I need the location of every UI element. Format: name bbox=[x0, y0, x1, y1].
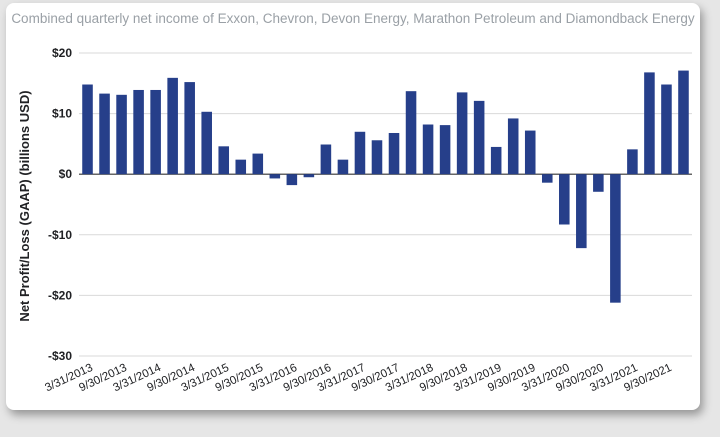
bar bbox=[559, 174, 570, 225]
bar bbox=[269, 174, 281, 179]
y-axis-label: Net Profit/Loss (GAAP) (billions USD) bbox=[17, 90, 32, 321]
bar bbox=[320, 144, 332, 175]
chart-title: Combined quarterly net income of Exxon, … bbox=[11, 11, 695, 26]
bar bbox=[201, 111, 212, 175]
bar bbox=[286, 174, 298, 186]
x-axis-ticks: 3/31/20139/30/20133/31/20149/30/20143/31… bbox=[43, 362, 673, 395]
y-tick-label: -$30 bbox=[48, 349, 72, 363]
bar bbox=[235, 159, 247, 175]
bar bbox=[524, 130, 536, 175]
bar bbox=[661, 84, 672, 175]
bar bbox=[303, 174, 315, 178]
bar bbox=[627, 149, 638, 175]
chart-card: Combined quarterly net income of Exxon, … bbox=[6, 3, 700, 410]
bar bbox=[82, 84, 93, 175]
bar bbox=[371, 140, 383, 175]
bar bbox=[99, 93, 110, 175]
bar bbox=[388, 132, 400, 175]
bar bbox=[422, 124, 434, 175]
bar bbox=[252, 153, 264, 175]
bar bbox=[184, 82, 195, 175]
y-tick-label: $0 bbox=[59, 167, 73, 181]
bar bbox=[678, 70, 689, 175]
y-tick-label: -$10 bbox=[48, 228, 72, 242]
bar bbox=[490, 146, 502, 175]
bar bbox=[150, 89, 161, 175]
bar bbox=[507, 118, 519, 175]
bars bbox=[82, 70, 689, 303]
bar bbox=[541, 174, 553, 183]
bar bbox=[473, 100, 485, 175]
bar bbox=[439, 125, 451, 175]
gridlines bbox=[79, 52, 692, 357]
bar bbox=[576, 174, 587, 249]
bar bbox=[218, 146, 230, 175]
bar bbox=[610, 174, 621, 303]
bar bbox=[644, 72, 655, 175]
bar bbox=[593, 174, 604, 192]
y-tick-label: -$20 bbox=[48, 288, 72, 302]
y-axis-ticks: $20 $10 $0 -$10 -$20 -$30 bbox=[48, 46, 72, 363]
y-tick-label: $20 bbox=[52, 46, 72, 60]
bar bbox=[354, 131, 366, 175]
bar bbox=[133, 89, 144, 175]
y-tick-label: $10 bbox=[52, 107, 72, 121]
bar bbox=[167, 77, 178, 175]
bar-chart: Combined quarterly net income of Exxon, … bbox=[11, 11, 695, 395]
bar bbox=[456, 92, 468, 175]
bar bbox=[116, 94, 127, 175]
bar bbox=[405, 91, 417, 175]
bar bbox=[337, 159, 349, 175]
